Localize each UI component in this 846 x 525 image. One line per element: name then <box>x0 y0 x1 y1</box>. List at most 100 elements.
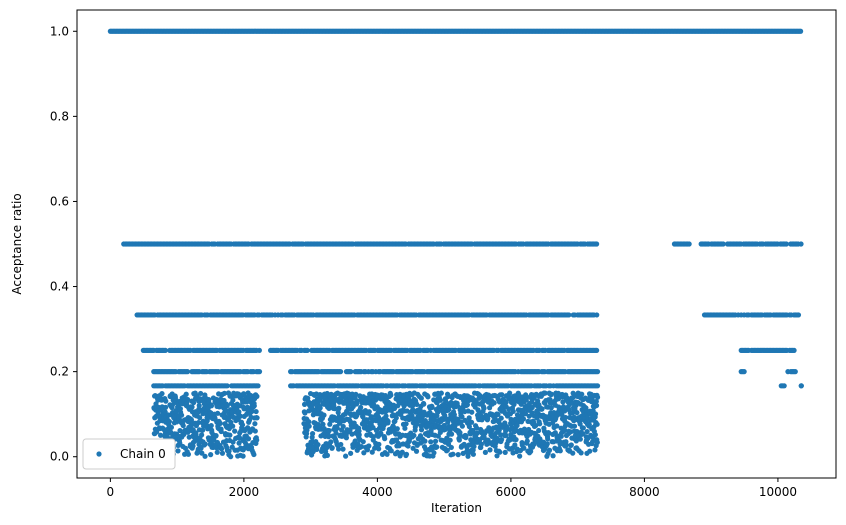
data-point <box>219 446 225 452</box>
data-point <box>570 450 576 456</box>
x-tick-label: 8000 <box>629 485 660 499</box>
data-point <box>798 241 804 247</box>
data-point <box>498 415 504 421</box>
data-point <box>306 423 312 429</box>
data-point <box>741 369 747 375</box>
data-point <box>385 418 391 424</box>
data-point <box>580 425 586 431</box>
x-tick-label: 2000 <box>229 485 260 499</box>
data-point <box>356 432 362 438</box>
data-point <box>315 442 321 448</box>
data-point <box>336 405 342 411</box>
data-point <box>157 432 164 438</box>
data-point <box>781 383 787 389</box>
data-point <box>437 397 444 403</box>
data-point <box>594 369 601 375</box>
data-point <box>252 421 258 427</box>
data-point <box>217 420 223 426</box>
data-point <box>584 428 590 435</box>
y-tick-label: 1.0 <box>50 24 69 38</box>
data-point <box>185 451 192 457</box>
data-point <box>469 409 475 415</box>
data-point <box>175 448 181 454</box>
data-point <box>566 312 572 318</box>
data-point <box>255 383 261 389</box>
data-point <box>240 453 246 459</box>
data-point <box>546 447 553 453</box>
data-point <box>202 441 208 447</box>
data-point <box>340 423 346 430</box>
data-point <box>592 432 598 438</box>
data-point <box>428 439 434 445</box>
data-point <box>798 383 804 389</box>
y-tick-label: 0.2 <box>50 365 69 379</box>
data-point <box>497 449 503 455</box>
data-point <box>594 383 601 389</box>
data-point <box>544 441 550 447</box>
data-point <box>360 439 366 445</box>
data-point <box>348 369 354 375</box>
data-point <box>463 433 469 439</box>
data-point <box>163 398 169 404</box>
data-point <box>196 402 202 409</box>
x-tick-label: 4000 <box>362 485 393 499</box>
data-point <box>686 241 692 247</box>
data-point <box>314 446 320 453</box>
data-point <box>328 439 334 445</box>
data-point <box>309 431 316 437</box>
y-tick-label: 0.0 <box>50 450 69 464</box>
data-point <box>366 443 372 449</box>
data-point <box>251 451 257 458</box>
data-point <box>481 405 487 411</box>
data-point <box>405 443 411 449</box>
data-point <box>184 369 191 375</box>
data-point <box>594 394 601 400</box>
data-point <box>487 447 493 453</box>
data-point <box>448 431 455 437</box>
data-point <box>536 427 542 434</box>
data-point <box>450 451 456 457</box>
data-point <box>343 453 349 459</box>
data-point <box>162 404 169 410</box>
data-point <box>358 404 364 411</box>
data-point <box>499 392 505 398</box>
data-point <box>208 452 214 458</box>
data-point <box>502 449 508 455</box>
data-point <box>376 446 382 452</box>
data-point <box>343 435 350 441</box>
data-point <box>593 402 600 409</box>
data-point <box>224 383 230 389</box>
data-point <box>168 424 174 430</box>
data-point <box>418 395 424 401</box>
data-point <box>571 423 578 429</box>
data-point <box>162 347 168 353</box>
data-point <box>376 441 382 447</box>
data-point <box>513 437 519 443</box>
x-axis: 0 2000 4000 6000 8000 10000 <box>107 478 797 499</box>
data-point <box>545 436 551 442</box>
x-axis-label: Iteration <box>431 501 482 515</box>
data-point <box>321 412 327 418</box>
data-point <box>438 390 444 396</box>
data-point <box>594 312 600 318</box>
data-point <box>548 391 555 397</box>
data-point <box>219 450 226 456</box>
data-point <box>154 429 160 435</box>
data-point <box>337 369 344 375</box>
data-point <box>159 391 165 397</box>
data-point <box>720 241 726 247</box>
data-point <box>470 451 476 457</box>
data-point <box>413 448 420 454</box>
data-point <box>208 423 214 429</box>
data-point <box>431 450 437 456</box>
data-point <box>254 415 260 421</box>
data-point <box>202 453 208 459</box>
data-point <box>422 438 428 444</box>
legend-marker <box>96 451 102 457</box>
data-point <box>317 405 323 411</box>
data-point <box>421 401 427 407</box>
data-point <box>432 438 439 444</box>
data-point <box>239 422 246 428</box>
data-point <box>491 400 497 406</box>
data-point <box>459 423 465 429</box>
